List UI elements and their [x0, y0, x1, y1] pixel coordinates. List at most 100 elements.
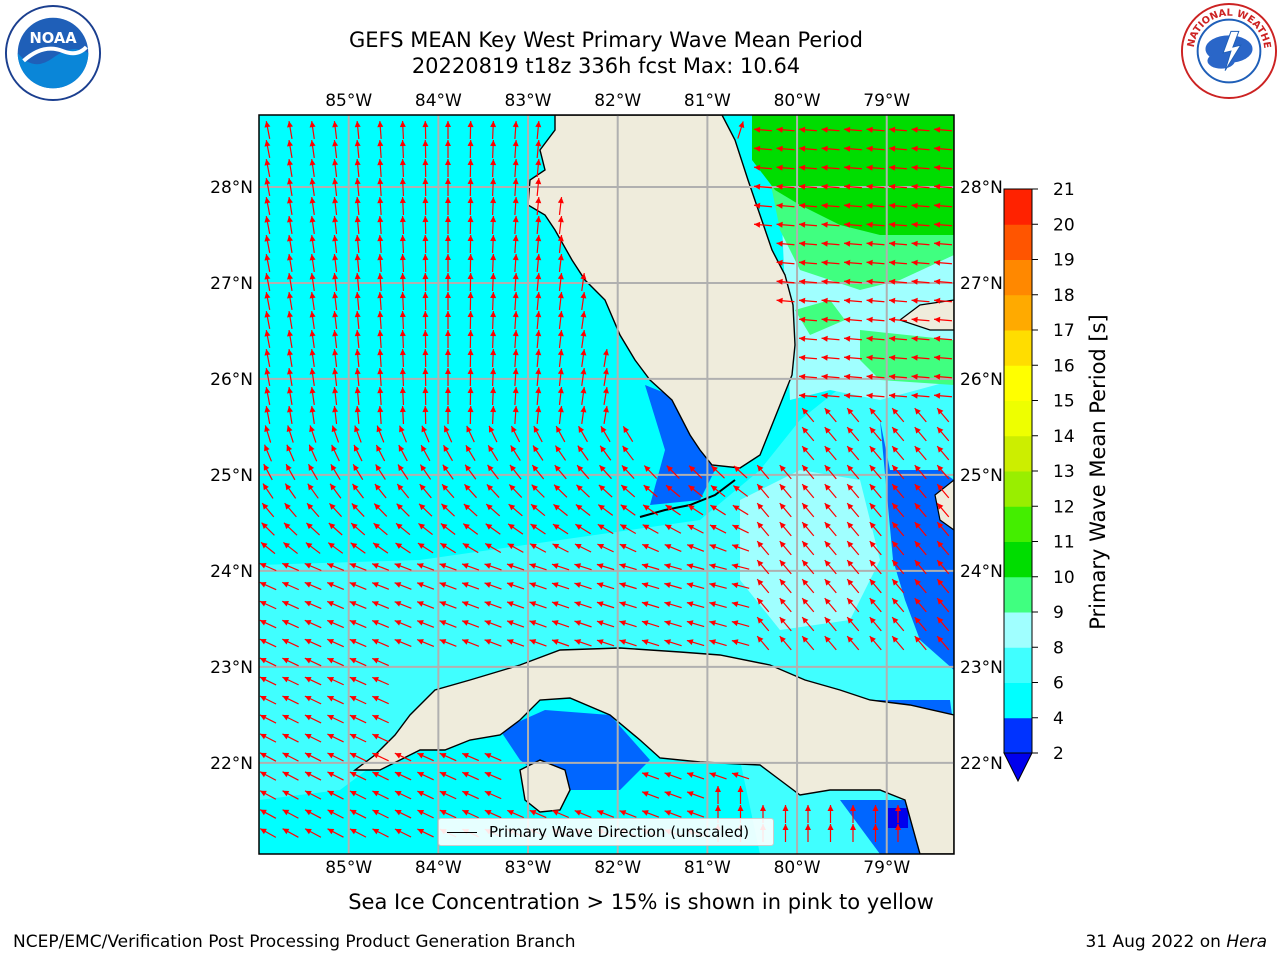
wave-direction-arrow [891, 426, 905, 442]
wave-direction-arrow [664, 639, 682, 647]
wave-direction-arrow [801, 559, 815, 575]
wave-direction-arrow [349, 733, 367, 743]
wave-direction-arrow [824, 635, 837, 651]
wave-direction-arrow [596, 601, 615, 609]
wave-direction-arrow [866, 335, 885, 342]
wave-direction-arrow [642, 504, 659, 516]
wave-direction-arrow [259, 809, 277, 819]
wave-direction-arrow [490, 329, 497, 349]
wave-direction-arrow [332, 405, 339, 425]
wave-direction-arrow [737, 121, 745, 139]
wave-direction-arrow [399, 158, 406, 178]
wave-direction-arrow [327, 790, 344, 800]
wave-direction-arrow [664, 791, 682, 799]
wave-direction-arrow [372, 714, 389, 724]
wave-direction-arrow [287, 330, 293, 348]
wave-direction-arrow [529, 601, 547, 609]
wave-direction-arrow [467, 405, 474, 425]
wave-direction-arrow [422, 120, 429, 140]
wave-direction-arrow [846, 597, 860, 613]
wave-direction-arrow [756, 540, 770, 556]
wave-direction-arrow [349, 600, 367, 610]
wave-direction-arrow [372, 542, 389, 554]
wave-direction-arrow [641, 639, 660, 647]
wave-direction-arrow [686, 791, 705, 799]
wave-direction-arrow [467, 386, 474, 406]
wave-direction-arrow [399, 177, 406, 197]
wave-direction-arrow [732, 485, 749, 497]
wave-direction-arrow [687, 524, 704, 534]
wave-direction-arrow [349, 828, 367, 838]
wave-direction-arrow [821, 278, 840, 285]
wave-direction-arrow [372, 752, 389, 762]
wave-direction-arrow [846, 426, 860, 442]
wave-direction-arrow [843, 259, 863, 266]
wave-direction-arrow [596, 563, 615, 571]
wave-direction-arrow [507, 543, 524, 553]
wave-direction-arrow [756, 597, 770, 613]
wave-direction-arrow [798, 392, 818, 399]
wave-direction-arrow [354, 272, 361, 292]
wave-direction-arrow [259, 600, 277, 610]
wave-direction-arrow [462, 752, 479, 762]
wave-direction-arrow [933, 202, 953, 209]
wave-direction-arrow [485, 523, 501, 535]
wave-direction-arrow [490, 348, 497, 368]
wave-direction-arrow [397, 464, 409, 480]
wave-direction-arrow [372, 809, 389, 819]
wave-direction-arrow [417, 542, 434, 554]
wave-direction-arrow [332, 234, 339, 254]
wave-direction-arrow [533, 425, 543, 443]
wave-direction-arrow [888, 392, 908, 399]
wave-direction-arrow [354, 215, 361, 235]
wave-direction-arrow [394, 638, 412, 648]
wave-direction-arrow [259, 695, 277, 705]
wave-direction-arrow [555, 425, 566, 443]
wave-direction-arrow [286, 425, 294, 443]
wave-direction-arrow [580, 368, 587, 386]
wave-direction-arrow [914, 559, 927, 575]
lat-tick-label-right: 28°N [960, 178, 1003, 198]
wave-direction-arrow [821, 335, 840, 342]
wave-direction-arrow [284, 502, 297, 518]
colorbar-tick-label: 17 [1053, 321, 1075, 341]
wave-direction-arrow [869, 445, 882, 461]
wave-direction-arrow [731, 582, 750, 589]
wave-direction-arrow [711, 465, 725, 479]
wave-direction-arrow [551, 620, 570, 628]
wave-direction-arrow [709, 582, 727, 589]
wave-direction-arrow [377, 329, 384, 349]
wave-direction-arrow [869, 578, 882, 594]
wave-direction-arrow [461, 639, 480, 647]
wave-direction-arrow [328, 502, 343, 518]
wave-direction-arrow [805, 805, 811, 823]
wave-direction-arrow [282, 619, 299, 629]
wave-direction-arrow [779, 635, 792, 651]
wave-direction-arrow [557, 291, 564, 311]
bahamas-land-north [898, 299, 954, 331]
wave-direction-arrow [422, 139, 429, 159]
wave-direction-arrow [843, 335, 863, 342]
wave-direction-arrow [888, 278, 908, 285]
wave-direction-arrow [888, 164, 908, 171]
wave-direction-arrow [354, 177, 361, 197]
wave-direction-arrow [484, 542, 502, 554]
wave-direction-arrow [687, 504, 704, 516]
wave-direction-arrow [535, 120, 542, 140]
wave-direction-arrow [304, 828, 322, 838]
wave-direction-arrow [443, 425, 453, 443]
colorbar-tick-label: 12 [1053, 497, 1075, 517]
wave-direction-arrow [936, 407, 950, 423]
wave-direction-arrow [936, 559, 950, 575]
wave-direction-arrow [264, 178, 271, 196]
wave-direction-arrow [354, 158, 361, 178]
wave-direction-arrow [416, 563, 435, 571]
wave-direction-arrow [439, 582, 457, 590]
wave-direction-arrow [843, 240, 863, 247]
wave-direction-arrow [911, 145, 930, 152]
wave-direction-arrow [349, 582, 367, 590]
wave-direction-arrow [353, 444, 363, 462]
wave-direction-arrow [377, 272, 384, 292]
wave-direction-arrow [463, 503, 478, 517]
wave-direction-arrow [444, 329, 451, 349]
